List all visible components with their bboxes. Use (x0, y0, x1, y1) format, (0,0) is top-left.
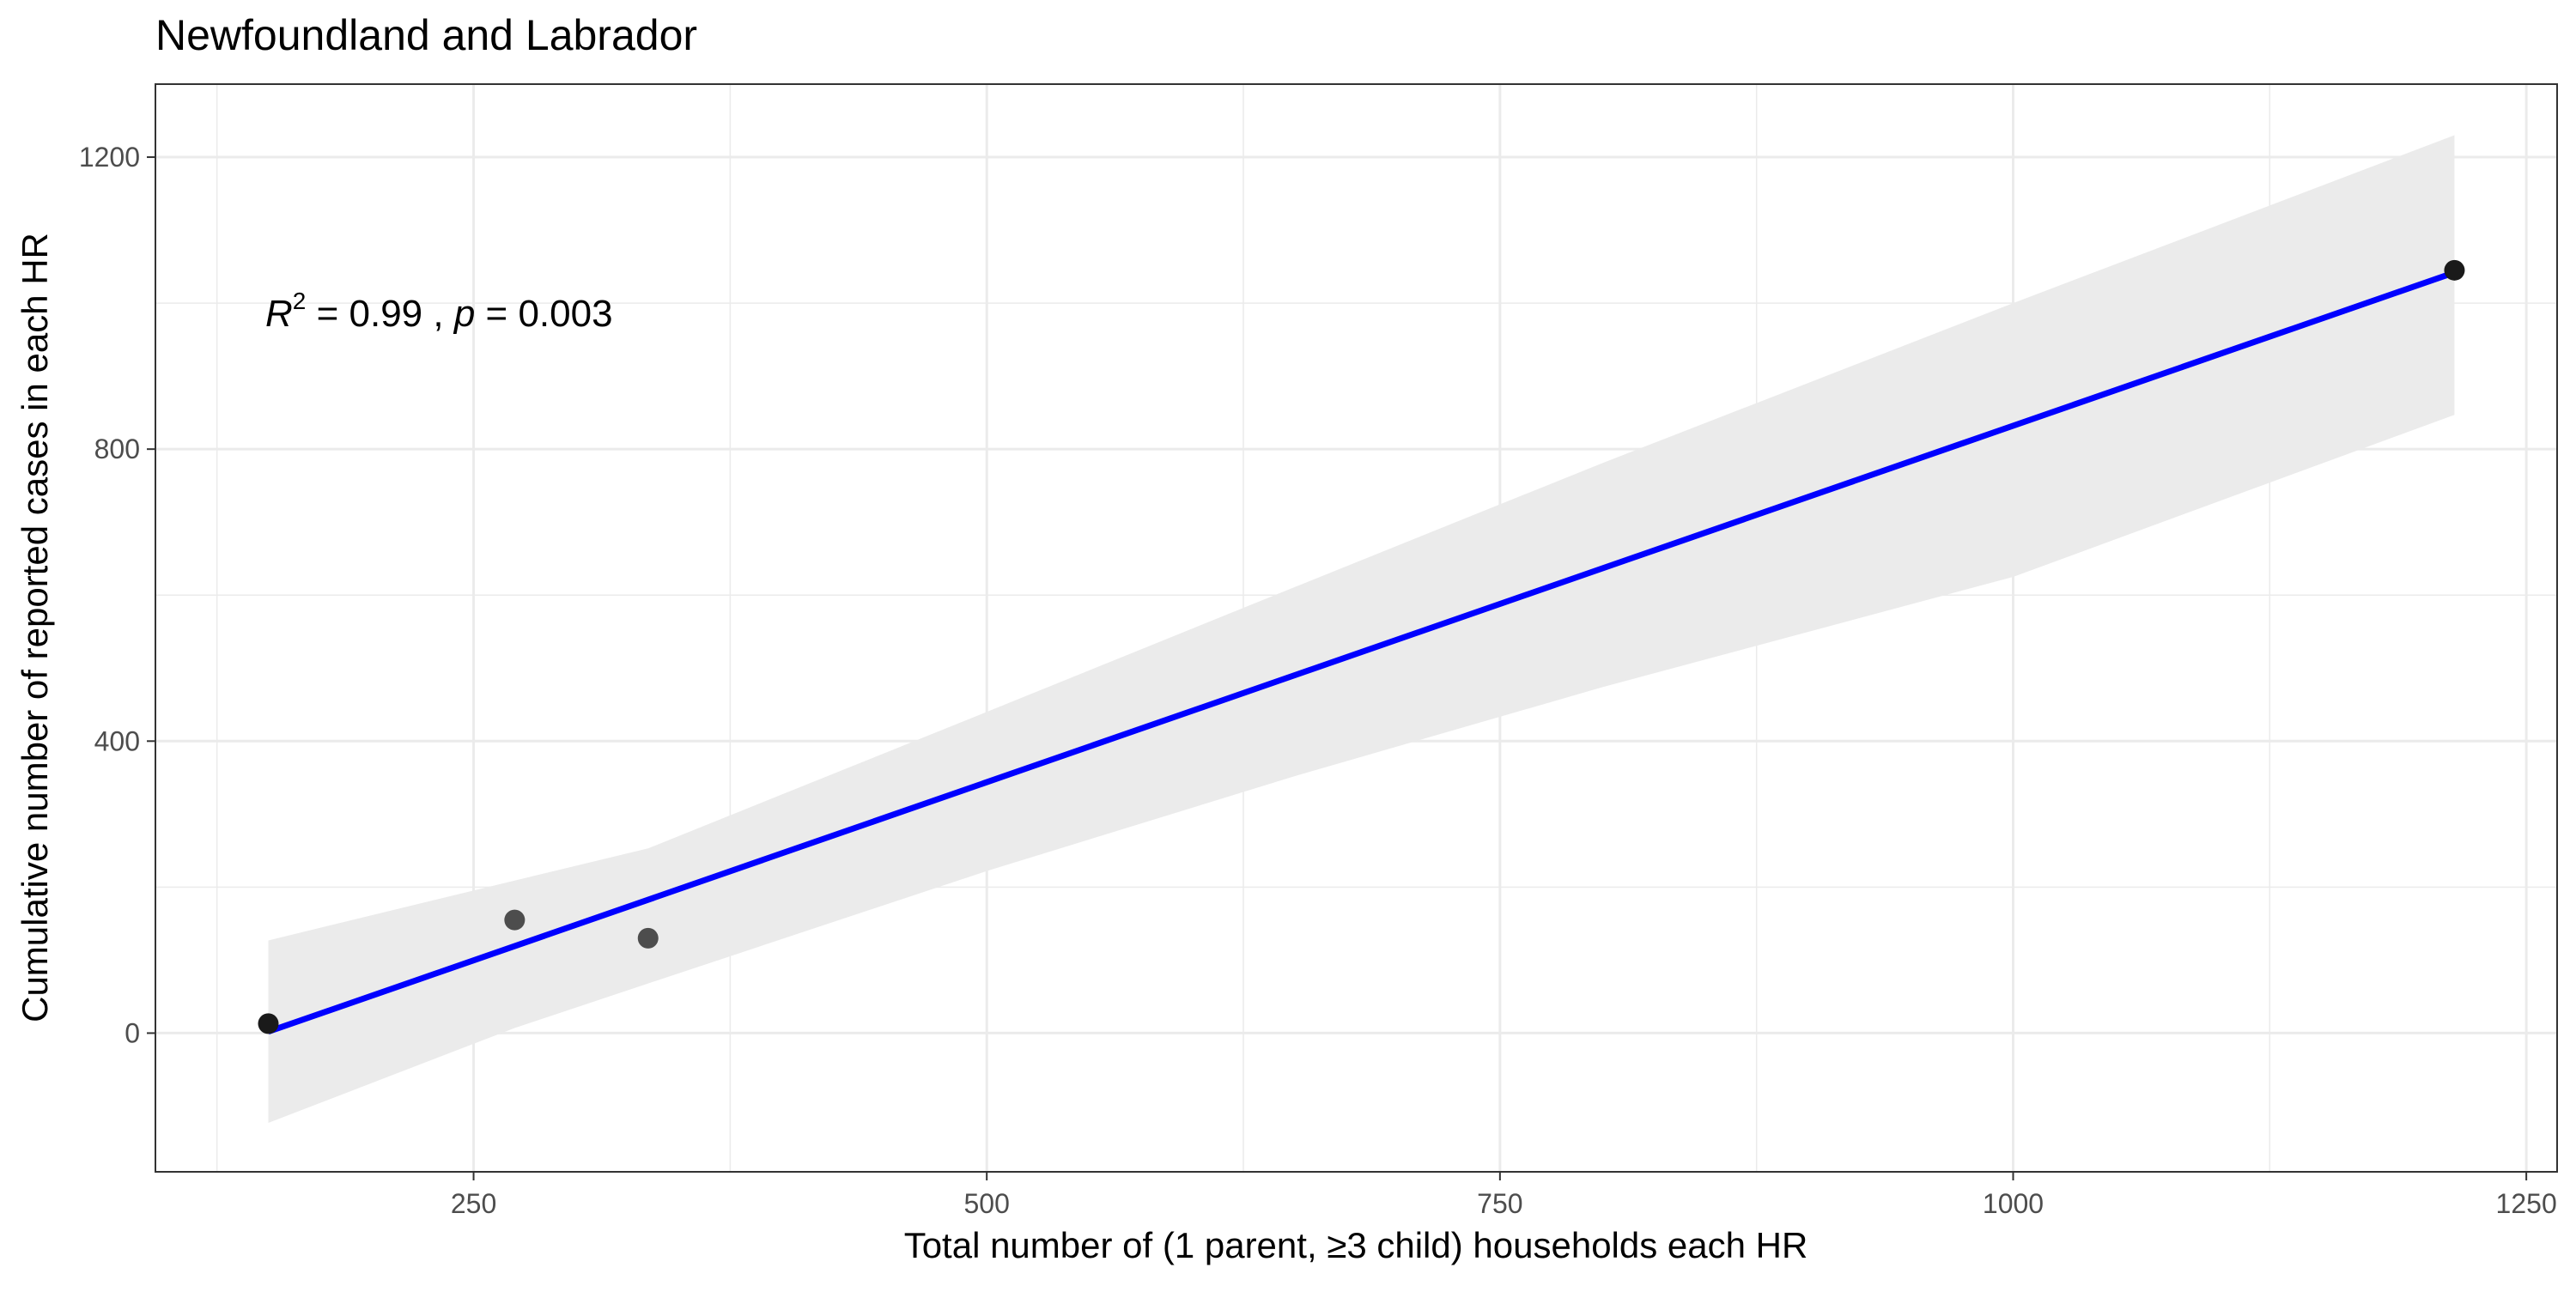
x-tick-label: 250 (451, 1188, 496, 1219)
data-point (258, 1013, 279, 1034)
p-value: = 0.003 (475, 293, 612, 335)
y-tick-label: 0 (125, 1017, 140, 1048)
line-layer (267, 270, 2456, 1035)
x-tick-label: 1000 (1983, 1188, 2044, 1219)
chart-title: Newfoundland and Labrador (155, 11, 697, 59)
x-tick-label: 750 (1477, 1188, 1522, 1219)
y-axis-label: Cumulative number of reported cases in e… (15, 233, 55, 1022)
x-axis-label: Total number of (1 parent, ≥3 child) hou… (904, 1225, 1808, 1265)
r-exponent: 2 (293, 288, 307, 314)
band-layer (268, 135, 2455, 1124)
y-tick-label: 1200 (79, 142, 140, 173)
confidence-band (268, 135, 2455, 1124)
r-value: = 0.99 , (306, 293, 453, 335)
data-point (2444, 259, 2465, 281)
y-tick-label: 800 (94, 434, 140, 464)
panel-border (155, 83, 2558, 1173)
x-tick-label: 1250 (2496, 1188, 2557, 1219)
data-point (637, 927, 659, 949)
regression-line (267, 270, 2456, 1035)
data-point (504, 909, 526, 931)
y-tick-label: 400 (94, 725, 140, 756)
point-layer (258, 259, 2465, 1034)
x-tick-label: 500 (963, 1188, 1009, 1219)
r-squared-annotation: R2 = 0.99 , p = 0.003 (265, 288, 613, 335)
tick-layer: 250 500 750 1000 1250 0 400 800 1200 (79, 142, 2557, 1219)
r-symbol: R (265, 293, 293, 335)
p-symbol: p (453, 293, 475, 335)
